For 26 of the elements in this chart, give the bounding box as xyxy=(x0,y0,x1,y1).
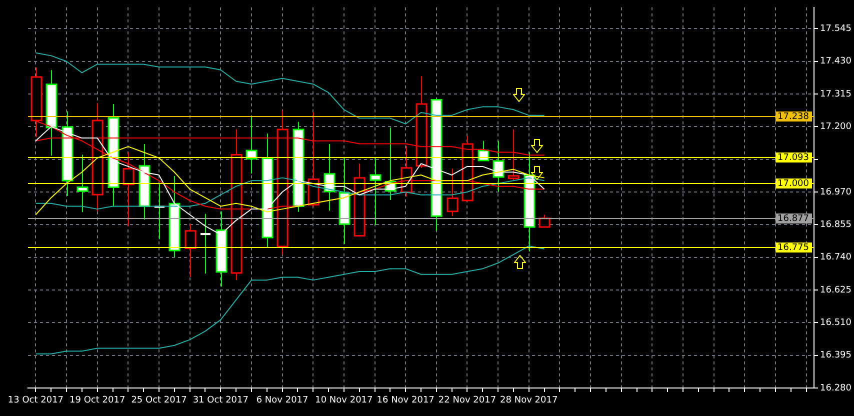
ref-line-label: 16.877 xyxy=(778,214,810,224)
x-tick-label: 19 Oct 2017 xyxy=(70,396,126,406)
x-tick-label: 25 Oct 2017 xyxy=(131,396,187,406)
y-tick-label: 16.510 xyxy=(820,318,852,328)
candlestick xyxy=(154,184,166,240)
ref-line-label: 17.093 xyxy=(778,152,810,163)
y-tick-label: 16.740 xyxy=(820,252,852,263)
x-tick-label: 28 Nov 2017 xyxy=(500,396,558,406)
x-tick-label: 10 Nov 2017 xyxy=(315,396,373,406)
x-tick-label: 16 Nov 2017 xyxy=(376,396,434,406)
x-tick-label: 13 Oct 2017 xyxy=(8,396,64,406)
ref-line-label: 17.238 xyxy=(778,112,810,122)
y-tick-label: 16.970 xyxy=(820,187,852,198)
x-tick-label: 22 Nov 2017 xyxy=(438,396,496,406)
y-tick-label: 17.545 xyxy=(820,24,852,34)
y-tick-label: 16.855 xyxy=(820,220,852,230)
y-tick-label: 16.280 xyxy=(820,383,852,394)
x-tick-label: 31 Oct 2017 xyxy=(192,396,248,406)
y-tick-label: 16.395 xyxy=(820,350,852,361)
x-tick-label: 6 Nov 2017 xyxy=(256,396,308,406)
y-tick-label: 17.315 xyxy=(820,89,852,100)
y-tick-label: 17.430 xyxy=(820,56,852,67)
ref-line-label: 16.775 xyxy=(778,242,810,253)
y-tick-label: 17.200 xyxy=(820,122,852,132)
y-tick-label: 16.625 xyxy=(820,285,852,296)
ref-line-label: 17.000 xyxy=(778,178,810,189)
